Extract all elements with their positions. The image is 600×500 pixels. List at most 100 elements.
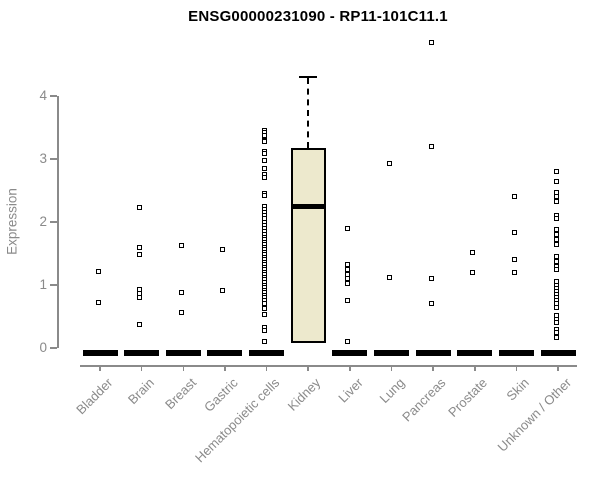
data-point — [553, 198, 559, 204]
data-point — [262, 138, 268, 144]
whisker-cap — [299, 76, 318, 79]
data-point — [386, 274, 392, 280]
data-point — [137, 205, 143, 210]
data-point — [262, 327, 268, 333]
data-point — [553, 334, 559, 340]
y-axis-line — [57, 96, 59, 348]
data-point — [345, 297, 351, 303]
data-point — [220, 246, 226, 252]
data-point — [178, 310, 184, 316]
x-tick — [140, 365, 143, 371]
data-point — [137, 244, 143, 250]
data-point — [428, 301, 434, 307]
data-point — [178, 290, 184, 296]
x-tick — [474, 365, 476, 371]
whisker-line — [307, 78, 310, 149]
y-tick — [50, 158, 57, 160]
data-point — [137, 252, 143, 258]
data-point — [95, 300, 101, 306]
data-point — [470, 249, 476, 255]
y-tick-label: 0 — [39, 340, 47, 355]
data-point — [553, 232, 559, 238]
x-tick — [99, 365, 101, 371]
y-tick-label: 3 — [39, 151, 47, 166]
x-tick-label: Brain — [125, 375, 158, 408]
x-tick — [265, 365, 268, 371]
x-tick-label: Gastric — [200, 375, 241, 415]
y-tick-label: 2 — [39, 214, 47, 229]
zero-median-bar — [373, 350, 409, 356]
data-point — [386, 160, 392, 166]
data-point — [553, 320, 559, 326]
y-tick — [50, 95, 57, 97]
data-point — [553, 227, 559, 233]
data-point — [262, 165, 268, 171]
data-point — [345, 339, 351, 345]
data-point — [95, 268, 101, 274]
data-point — [345, 281, 351, 287]
y-tick — [50, 347, 57, 349]
zero-median-bar — [249, 350, 285, 356]
chart-title: ENSG00000231090 - RP11-101C11.1 — [188, 8, 448, 25]
x-tick — [307, 365, 309, 371]
data-point — [553, 266, 559, 272]
data-point — [553, 237, 559, 243]
data-point — [428, 143, 434, 149]
data-point — [345, 225, 351, 231]
y-tick — [50, 284, 57, 286]
data-point — [262, 306, 268, 312]
zero-median-bar — [457, 350, 493, 356]
data-point — [511, 269, 517, 275]
x-tick — [182, 365, 185, 371]
median-line — [290, 204, 326, 210]
zero-median-bar — [540, 350, 576, 356]
x-tick — [224, 365, 226, 371]
data-point — [553, 169, 559, 175]
x-axis-line — [80, 365, 577, 367]
x-tick-label: Kidney — [285, 375, 324, 414]
zero-median-bar — [498, 350, 534, 356]
x-tick-label: Breast — [161, 375, 199, 413]
data-point — [345, 266, 351, 272]
zero-median-bar — [165, 350, 201, 356]
x-tick-label: Lung — [376, 375, 408, 407]
data-point — [428, 39, 434, 45]
x-tick-label: Prostate — [445, 375, 491, 420]
y-tick-label: 1 — [39, 277, 47, 292]
data-point — [553, 179, 559, 185]
zero-median-bar — [332, 350, 368, 356]
x-tick — [349, 365, 351, 371]
data-point — [345, 261, 351, 267]
data-point — [553, 215, 559, 221]
data-point — [137, 295, 143, 301]
x-tick-label: Liver — [334, 375, 366, 406]
box — [290, 148, 326, 343]
data-point — [137, 322, 143, 328]
data-point — [262, 175, 268, 181]
data-point — [553, 242, 559, 248]
x-tick — [515, 365, 518, 371]
y-tick-label: 4 — [39, 88, 47, 103]
data-point — [262, 151, 268, 157]
data-point — [553, 258, 559, 264]
x-tick-label: Pancreas — [399, 375, 449, 425]
data-point — [428, 276, 434, 282]
data-point — [553, 304, 559, 310]
x-tick — [390, 365, 393, 371]
data-point — [262, 312, 268, 318]
data-point — [345, 276, 351, 282]
data-point — [178, 243, 184, 249]
x-tick — [557, 365, 559, 371]
data-point — [511, 194, 517, 200]
x-tick-label: Bladder — [73, 375, 116, 418]
zero-median-bar — [415, 350, 451, 356]
zero-median-bar — [124, 350, 160, 356]
data-point — [511, 229, 517, 235]
data-point — [262, 132, 268, 138]
zero-median-bar — [207, 350, 243, 356]
zero-median-bar — [82, 350, 118, 356]
data-point — [220, 287, 226, 293]
data-point — [470, 269, 476, 275]
